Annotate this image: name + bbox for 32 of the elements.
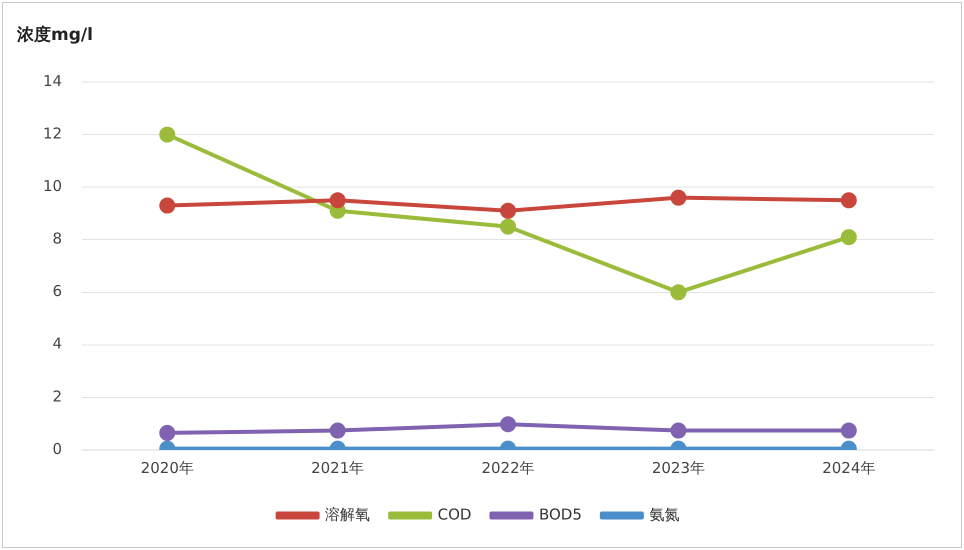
point [159,126,176,143]
point [330,192,346,208]
point [500,202,516,219]
point [840,192,857,208]
y-tick-label: 14 [42,72,62,90]
y-tick-label: 10 [42,177,62,196]
y-tick-label: 0 [52,440,62,458]
point [159,198,176,214]
point [500,218,516,235]
y-axis-title: 浓度mg/l [17,24,93,46]
x-tick-label: 2022年 [481,458,535,477]
point [330,422,346,439]
point [670,190,686,206]
legend-label: BOD5 [538,505,582,524]
y-tick-label: 6 [52,282,62,300]
legend-label: 溶解氧 [325,505,370,524]
point [500,416,516,432]
x-tick-label: 2023年 [652,458,706,477]
y-tick-label: 4 [52,334,62,353]
point [670,422,686,439]
x-tick-label: 2021年 [311,458,364,477]
point [840,229,857,246]
y-tick-label: 2 [52,387,62,406]
x-tick-label: 2020年 [140,458,194,477]
legend-label: COD [438,505,472,524]
x-tick-label: 2024年 [822,458,876,477]
point [840,422,857,439]
y-tick-label: 12 [42,124,62,142]
point [670,284,686,300]
point [159,424,176,441]
legend-label: 氨氮 [649,505,680,524]
y-tick-label: 8 [52,230,62,248]
